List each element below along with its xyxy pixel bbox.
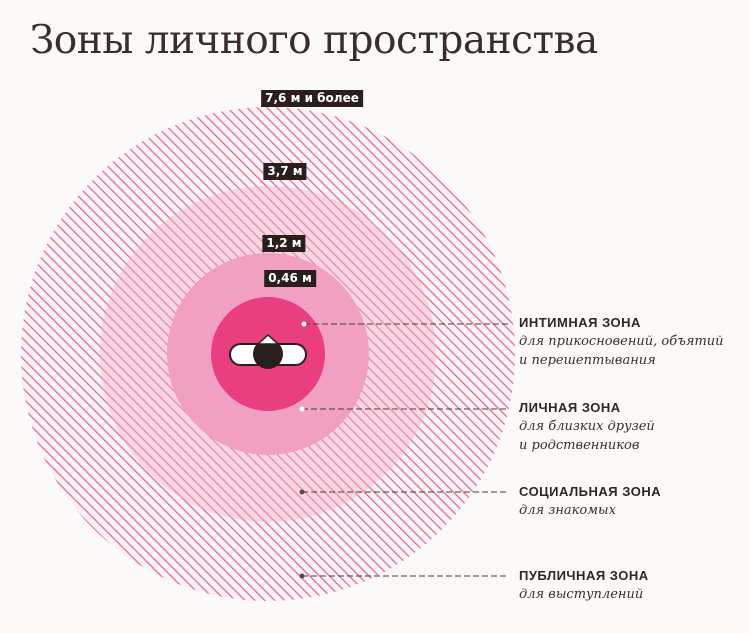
zone-name: СОЦИАЛЬНАЯ ЗОНА <box>519 484 662 499</box>
page-title: Зоны личного пространства <box>30 18 598 63</box>
zone-description: для выступлений <box>519 587 644 602</box>
person-top-view-icon <box>229 333 307 369</box>
zone-name: ЛИЧНАЯ ЗОНА <box>519 400 621 415</box>
zone-name: ИНТИМНАЯ ЗОНА <box>519 315 641 330</box>
zone-description: и родственников <box>519 438 640 453</box>
leader-lines <box>302 323 508 577</box>
distance-label-social: 3,7 м <box>263 163 307 180</box>
leader-dots <box>299 321 307 579</box>
zone-legend-personal: ЛИЧНАЯ ЗОНА для близких друзей и родстве… <box>519 399 745 455</box>
zone-legend-social: СОЦИАЛЬНАЯ ЗОНА для знакомых <box>519 483 745 520</box>
zone-description: для знакомых <box>519 503 616 518</box>
zone-description: для близких друзей <box>519 419 655 434</box>
distance-label-personal: 1,2 м <box>262 235 306 252</box>
zone-name: ПУБЛИЧНАЯ ЗОНА <box>519 568 649 583</box>
zone-legend-intimate: ИНТИМНАЯ ЗОНА для прикосновений, объятий… <box>519 314 745 370</box>
distance-label-public: 7,6 м и более <box>261 90 363 107</box>
zone-legend-public: ПУБЛИЧНАЯ ЗОНА для выступлений <box>519 567 745 604</box>
zone-description: для прикосновений, объятий <box>519 334 724 349</box>
distance-label-intimate: 0,46 м <box>264 270 316 287</box>
zone-description: и перешептывания <box>519 353 656 368</box>
